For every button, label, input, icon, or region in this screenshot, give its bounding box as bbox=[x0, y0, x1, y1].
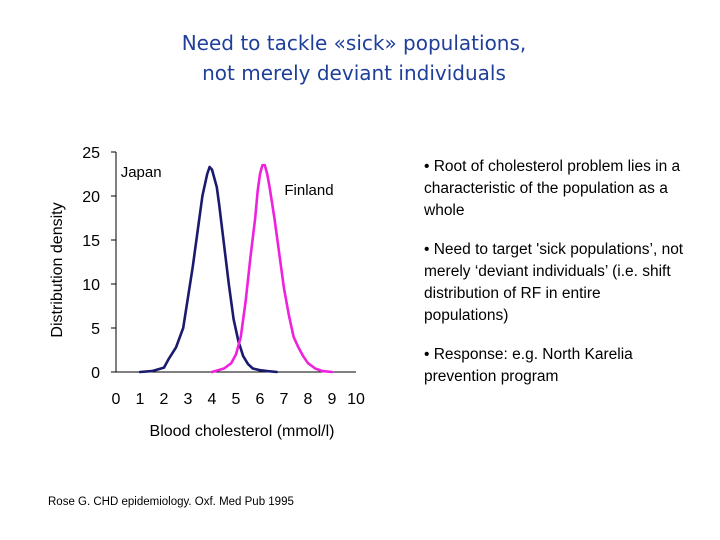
x-tick-label: 0 bbox=[112, 391, 121, 408]
bullet-item: • Root of cholesterol problem lies in a … bbox=[424, 158, 681, 219]
y-tick-label: 25 bbox=[82, 145, 100, 162]
x-tick-label: 10 bbox=[347, 391, 365, 408]
x-tick-label: 5 bbox=[232, 391, 241, 408]
chart-series bbox=[138, 163, 334, 374]
source-footnote: Rose G. CHD epidemiology. Oxf. Med Pub 1… bbox=[48, 496, 294, 508]
x-tick-label: 9 bbox=[328, 391, 337, 408]
series-label-japan: Japan bbox=[121, 164, 162, 181]
x-tick-label: 2 bbox=[160, 391, 169, 408]
x-tick-label: 6 bbox=[256, 391, 265, 408]
y-tick-label: 20 bbox=[82, 189, 100, 206]
title-line-2: not merely deviant individuals bbox=[202, 61, 506, 85]
y-tick-label: 0 bbox=[91, 365, 100, 382]
y-tick-label: 10 bbox=[82, 277, 100, 294]
y-tick-label: 5 bbox=[91, 321, 100, 338]
x-tick-label: 1 bbox=[136, 391, 145, 408]
x-tick-label: 3 bbox=[184, 391, 193, 408]
y-axis-title: Distribution density bbox=[49, 202, 66, 337]
title-line-1: Need to tackle «sick» populations, bbox=[181, 31, 527, 55]
series-line-finland bbox=[210, 163, 334, 374]
series-label-finland: Finland bbox=[284, 182, 333, 199]
bullet-item: • Response: e.g. North Karelia preventio… bbox=[424, 346, 633, 385]
slide-title: Need to tackle «sick» populations, not m… bbox=[0, 28, 708, 88]
series-line-japan bbox=[138, 165, 279, 374]
x-tick-label: 8 bbox=[304, 391, 313, 408]
x-tick-label: 4 bbox=[208, 391, 217, 408]
x-axis-title: Blood cholesterol (mmol/l) bbox=[150, 423, 335, 440]
x-tick-label: 7 bbox=[280, 391, 289, 408]
y-tick-label: 15 bbox=[82, 233, 100, 250]
chart-labels: Blood cholesterol (mmol/l) Distribution d… bbox=[49, 164, 334, 440]
bullet-item: • Need to target 'sick populations’, not… bbox=[424, 241, 684, 324]
bullet-list: • Root of cholesterol problem lies in a … bbox=[424, 156, 686, 405]
